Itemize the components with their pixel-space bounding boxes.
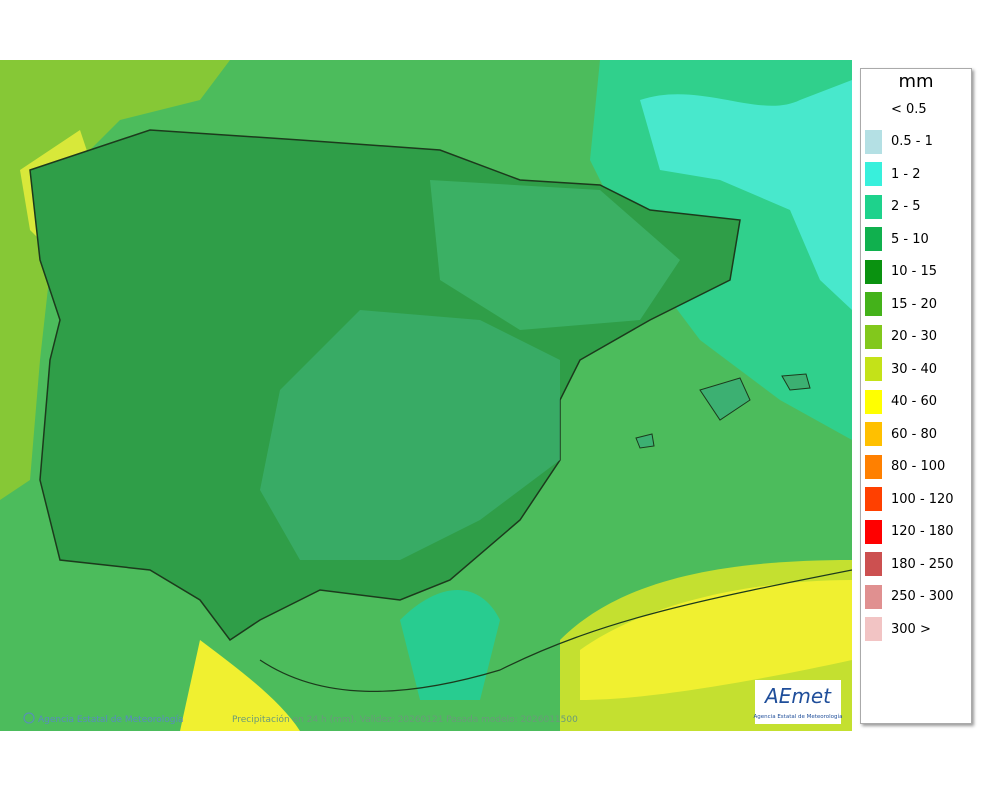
rain-area [640, 80, 852, 310]
legend-swatch [865, 227, 882, 251]
legend-swatch [865, 519, 882, 544]
legend-swatch [865, 487, 882, 511]
legend-item: 2 - 5 [865, 194, 921, 219]
legend-swatch [865, 194, 882, 219]
logo-subtitle: Agencia Estatal de Meteorología [754, 713, 843, 720]
legend-item: 40 - 60 [865, 389, 938, 414]
legend-item: 5 - 10 [865, 227, 929, 251]
legend-label: 80 - 100 [891, 459, 946, 474]
legend-swatch [865, 617, 882, 641]
legend-swatch [865, 389, 882, 414]
rain-area [180, 640, 300, 731]
legend-swatch [865, 129, 882, 154]
legend-swatch [865, 422, 882, 446]
legend-label: 1 - 2 [891, 166, 921, 182]
credit: Agencia Estatal de Meteorología [38, 715, 184, 725]
legend-item: 100 - 120 [865, 487, 954, 511]
rain-area [430, 180, 680, 330]
legend-item: 20 - 30 [865, 324, 938, 349]
legend-item: 180 - 250 [865, 552, 954, 576]
legend-item: 10 - 15 [865, 259, 938, 284]
legend-swatch [865, 162, 882, 186]
legend-label: 2 - 5 [891, 199, 921, 214]
legend-label: 120 - 180 [891, 524, 954, 539]
legend-label: 10 - 15 [891, 264, 938, 279]
legend-item: 120 - 180 [865, 519, 954, 544]
legend-label: 15 - 20 [891, 296, 938, 312]
legend-swatch [865, 292, 882, 316]
legend-swatch [865, 324, 882, 349]
precipitation-map: Agencia Estatal de Meteorología Precipit… [0, 60, 852, 731]
island [635, 433, 655, 449]
caption: Precipitación en 24 h (mm). Validez: 202… [232, 714, 578, 725]
rain-area [580, 580, 852, 700]
legend-item: 60 - 80 [865, 422, 937, 446]
legend-item: 80 - 100 [865, 454, 946, 479]
legend: mm < 0.5 0.5 - 1 1 - 2 2 - 5 5 - 10 10 - 15 15… [860, 68, 972, 724]
logo: AEmet [763, 684, 832, 708]
legend-label: 0.5 - 1 [891, 134, 933, 149]
africa-coast [259, 569, 852, 692]
legend-label: 250 - 300 [891, 589, 954, 604]
legend-label: 180 - 250 [891, 556, 954, 572]
legend-item: 15 - 20 [865, 292, 937, 316]
legend-swatch [865, 584, 882, 609]
legend-unit: mm [898, 71, 934, 92]
rain-area [260, 310, 560, 560]
legend-item: 300 > [865, 617, 931, 641]
island [699, 377, 751, 421]
legend-label: 5 - 10 [891, 231, 929, 247]
legend-swatch [865, 259, 882, 284]
legend-label: 300 > [891, 621, 931, 637]
legend-label: 20 - 30 [891, 329, 938, 344]
island [781, 373, 811, 391]
legend-swatch [865, 552, 882, 576]
legend-item: 250 - 300 [865, 584, 954, 609]
legend-label: 100 - 120 [891, 491, 954, 507]
legend-item: 0.5 - 1 [865, 129, 933, 154]
logo-box [755, 680, 841, 724]
legend-label: 40 - 60 [891, 394, 938, 409]
legend-swatch [865, 357, 882, 381]
rain-area [400, 590, 500, 700]
legend-item: < 0.5 [865, 97, 927, 121]
copyright-icon [23, 712, 35, 724]
legend-item: 1 - 2 [865, 162, 921, 186]
legend-item: 30 - 40 [865, 357, 937, 381]
legend-swatch [865, 454, 882, 479]
legend-label: 30 - 40 [891, 361, 938, 377]
legend-label: 60 - 80 [891, 426, 938, 442]
legend-label: < 0.5 [891, 101, 927, 117]
